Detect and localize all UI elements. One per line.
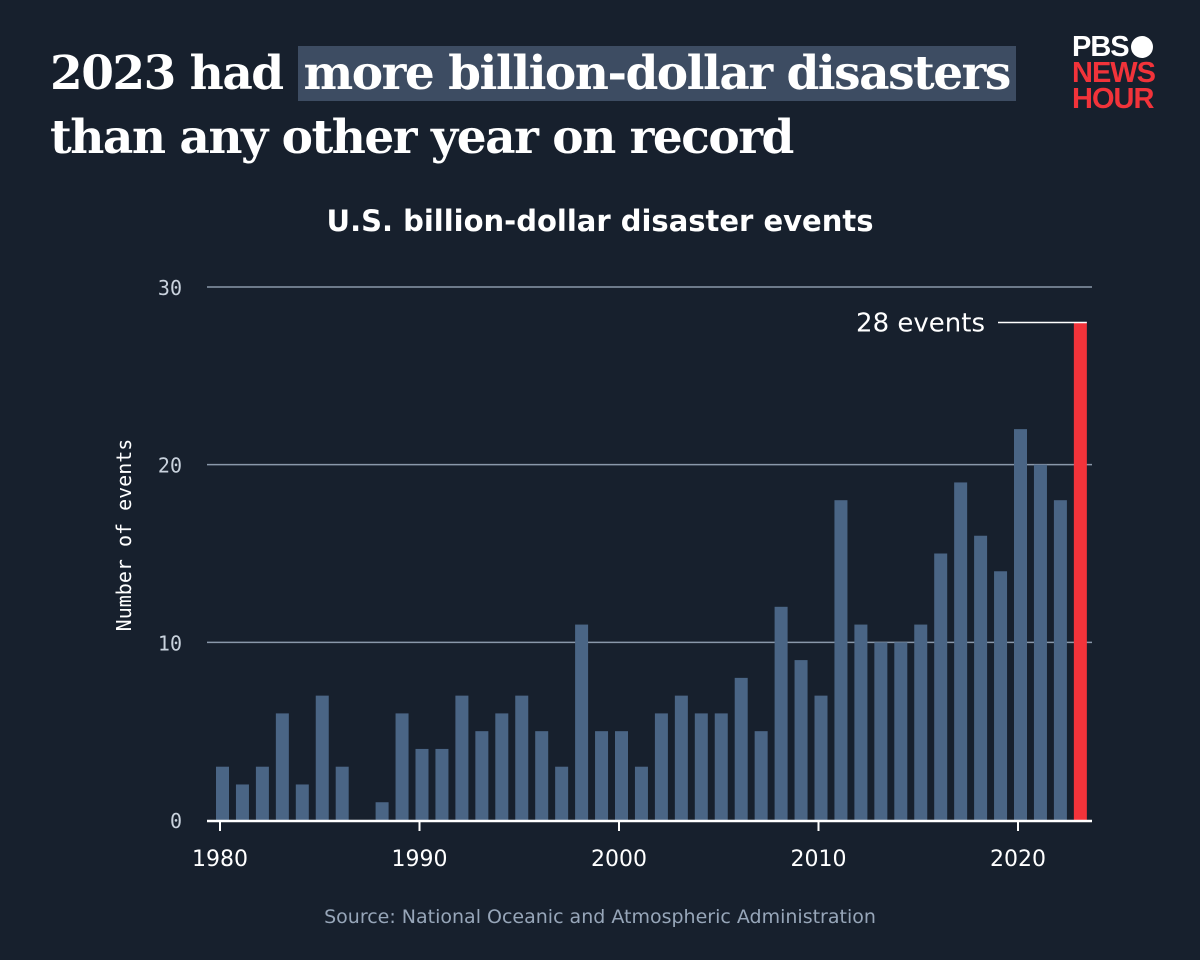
chart-title: U.S. billion-dollar disaster events xyxy=(326,204,874,238)
bar-1991 xyxy=(435,748,449,820)
bar-1982 xyxy=(255,766,269,820)
x-tick-label: 2000 xyxy=(591,847,647,872)
pbs-newshour-logo: PBS NEWS HOUR xyxy=(1072,31,1156,115)
bar-1989 xyxy=(395,713,409,820)
headline-highlight: more billion-dollar disasters xyxy=(297,46,1016,101)
bar-1993 xyxy=(475,731,489,820)
bar-2014 xyxy=(894,642,908,820)
bar-2000 xyxy=(615,731,628,820)
bar-2022 xyxy=(1053,500,1067,820)
bar-2019 xyxy=(994,571,1008,820)
y-tick-label: 20 xyxy=(158,454,182,478)
bar-2018 xyxy=(974,535,988,820)
bar-1981 xyxy=(235,784,249,820)
pbs-head-icon xyxy=(1130,36,1153,58)
bar-1992 xyxy=(455,695,469,820)
bar-2020 xyxy=(1014,429,1027,820)
source-note: Source: National Oceanic and Atmospheric… xyxy=(324,906,876,928)
annotation-label: 28 events xyxy=(856,309,985,339)
x-tick-label: 2020 xyxy=(990,847,1046,872)
bar-2008 xyxy=(774,606,788,820)
y-tick-label: 0 xyxy=(170,809,182,833)
bar-1986 xyxy=(335,766,349,820)
y-tick-label: 30 xyxy=(158,276,182,300)
bar-1999 xyxy=(595,731,609,820)
bar-2016 xyxy=(934,553,948,820)
x-tick-label: 1990 xyxy=(392,847,448,872)
bar-2007 xyxy=(754,731,768,820)
bar-2023 xyxy=(1073,322,1087,820)
headline: 2023 had more billion-dollar disasters t… xyxy=(50,42,1016,170)
bar-2010 xyxy=(814,695,828,820)
x-tick-label: 1980 xyxy=(192,847,248,872)
bar-1995 xyxy=(515,695,529,820)
bar-1980 xyxy=(216,766,229,820)
y-axis-label: Number of events xyxy=(112,439,136,632)
bar-2002 xyxy=(654,713,668,820)
bar-2003 xyxy=(674,695,688,820)
bar-2004 xyxy=(694,713,708,820)
bar-2013 xyxy=(874,642,888,820)
bar-1998 xyxy=(575,624,589,820)
bar-2005 xyxy=(714,713,728,820)
bar-2009 xyxy=(794,660,808,820)
bar-1985 xyxy=(315,695,329,820)
bar-2012 xyxy=(854,624,868,820)
bar-1994 xyxy=(495,713,509,820)
bar-1997 xyxy=(555,766,569,820)
bar-2015 xyxy=(914,624,928,820)
bar-2017 xyxy=(954,482,968,820)
bar-2011 xyxy=(834,500,848,820)
headline-post: than any other year on record xyxy=(50,110,794,165)
bar-1990 xyxy=(415,748,429,820)
bar-2001 xyxy=(634,766,648,820)
headline-pre: 2023 had xyxy=(50,46,298,101)
x-tick-label: 2010 xyxy=(791,847,847,872)
bar-1996 xyxy=(535,731,549,820)
bar-1983 xyxy=(275,713,289,820)
bar-1984 xyxy=(295,784,309,820)
bar-2006 xyxy=(734,677,748,820)
bar-1988 xyxy=(375,802,389,820)
bar-2021 xyxy=(1033,464,1047,820)
y-tick-label: 10 xyxy=(158,631,182,655)
